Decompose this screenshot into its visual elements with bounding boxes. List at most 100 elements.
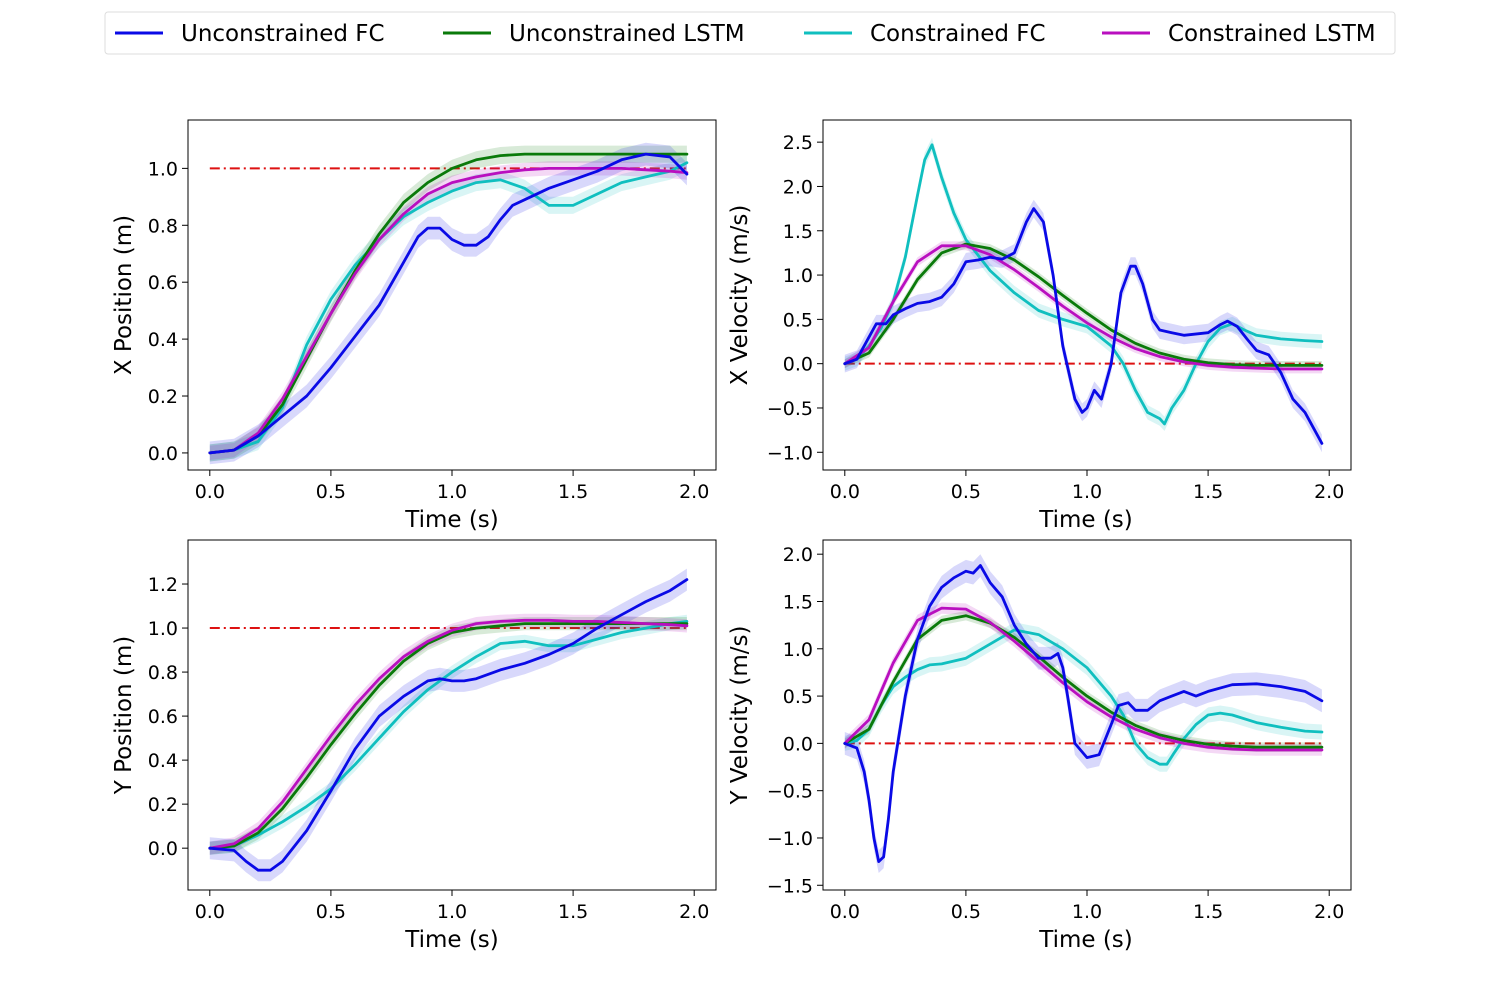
y-position-band-unconstrained-lstm (209, 617, 687, 855)
y-position-data-layer (208, 568, 689, 882)
x-velocity-ytick-label: 1.5 (783, 221, 813, 243)
y-position-line-unconstrained-fc (208, 578, 689, 872)
y-position-ytick-label: 1.0 (148, 618, 178, 640)
x-velocity-xlabel: Time (s) (1038, 507, 1133, 533)
y-position-axes-frame (187, 539, 717, 891)
x-position-xtick-label: 0.5 (316, 481, 346, 503)
legend-label-unconstrained-fc: Unconstrained FC (181, 21, 385, 47)
x-velocity-line-constrained-fc (843, 143, 1324, 426)
y-position-xtick-label: 1.5 (558, 901, 588, 923)
legend: Unconstrained FC Unconstrained LSTM Cons… (104, 11, 1396, 55)
x-velocity-xtick-label: 1.0 (1072, 481, 1102, 503)
x-position-band-unconstrained-lstm (209, 145, 687, 462)
x-velocity-xtick-label: 0.0 (830, 481, 860, 503)
subplot-y-position: 0.0 0.5 1.0 1.5 2.0 0.0 0.2 0.4 0.6 0.8 1.0 1.2 Tim… (111, 539, 717, 953)
y-velocity-ytick-label: 2.0 (783, 544, 813, 566)
x-position-ytick-label: 0.0 (148, 443, 178, 465)
subplot-x-position: 0.0 0.5 1.0 1.5 2.0 0.0 0.2 0.4 0.6 0.8 1.0 Time (… (111, 119, 717, 533)
y-position-ytick-label: 0.8 (148, 662, 178, 684)
y-position-line-constrained-lstm (208, 618, 689, 850)
x-position-ytick-label: 0.8 (148, 215, 178, 237)
y-velocity-ytick-label: 1.0 (783, 639, 813, 661)
y-position-band-constrained-fc (209, 614, 687, 855)
y-velocity-ytick-label: −0.5 (767, 781, 813, 803)
x-velocity-plot-area: 0.0 0.5 1.0 1.5 2.0 −1.0 −0.5 0.0 0.5 1.0 1.5 2.0 2.… (767, 119, 1352, 503)
y-position-xtick-label: 0.0 (195, 901, 225, 923)
subplot-y-velocity: 0.0 0.5 1.0 1.5 2.0 −1.5 −1.0 −0.5 0.0 0.5 1.0 1.5 2… (727, 539, 1352, 953)
x-position-xtick-label: 1.0 (437, 481, 467, 503)
y-position-xlabel: Time (s) (404, 927, 499, 953)
y-velocity-data-layer (843, 554, 1324, 873)
subplot-x-velocity: 0.0 0.5 1.0 1.5 2.0 −1.0 −0.5 0.0 0.5 1.0 1.5 2.0 2.… (727, 119, 1352, 533)
y-position-xtick-label: 2.0 (679, 901, 709, 923)
x-velocity-ytick-label: 0.5 (783, 309, 813, 331)
y-velocity-ytick-label: 0.0 (783, 733, 813, 755)
y-position-xtick-label: 1.0 (437, 901, 467, 923)
x-position-band-constrained-fc (209, 154, 687, 462)
y-velocity-xtick-label: 0.5 (951, 901, 981, 923)
x-position-line-unconstrained-lstm (208, 152, 689, 455)
y-velocity-xtick-label: 1.0 (1072, 901, 1102, 923)
y-position-ylabel: Y Position (m) (111, 636, 137, 796)
x-velocity-data-layer (843, 137, 1324, 453)
y-position-ytick-label: 1.2 (148, 574, 178, 596)
y-position-line-unconstrained-lstm (208, 622, 689, 850)
y-position-ytick-label: 0.0 (148, 838, 178, 860)
y-position-line-constrained-fc (208, 620, 689, 850)
y-position-ytick-label: 0.4 (148, 750, 178, 772)
y-position-band-constrained-lstm (209, 613, 687, 855)
y-velocity-ylabel: Y Velocity (m/s) (727, 626, 753, 806)
x-velocity-xtick-label: 2.0 (1314, 481, 1344, 503)
x-position-xtick-label: 2.0 (679, 481, 709, 503)
y-position-ytick-label: 0.6 (148, 706, 178, 728)
y-velocity-xtick-label: 2.0 (1314, 901, 1344, 923)
x-position-xlabel: Time (s) (404, 507, 499, 533)
x-velocity-band-constrained-fc (844, 137, 1322, 431)
y-velocity-plot-area: 0.0 0.5 1.0 1.5 2.0 −1.5 −1.0 −0.5 0.0 0.5 1.0 1.5 2… (767, 539, 1352, 923)
y-position-xtick-label: 0.5 (316, 901, 346, 923)
x-velocity-line-constrained-lstm (843, 244, 1324, 371)
x-position-line-unconstrained-fc (208, 152, 689, 455)
x-velocity-ytick-label: 2.0 (783, 176, 813, 198)
x-velocity-axes-frame (822, 119, 1352, 471)
x-velocity-ytick-label: −1.0 (767, 442, 813, 464)
legend-label-constrained-lstm: Constrained LSTM (1168, 21, 1376, 47)
x-velocity-xtick-label: 1.5 (1193, 481, 1223, 503)
x-position-xtick-label: 0.0 (195, 481, 225, 503)
x-position-ytick-label: 0.4 (148, 329, 178, 351)
x-velocity-line-unconstrained-fc (843, 207, 1324, 445)
y-velocity-xtick-label: 0.0 (830, 901, 860, 923)
legend-label-unconstrained-lstm: Unconstrained LSTM (509, 21, 745, 47)
x-velocity-ytick-label: 1.0 (783, 265, 813, 287)
legend-label-constrained-fc: Constrained FC (870, 21, 1046, 47)
y-velocity-line-constrained-fc (843, 628, 1324, 766)
x-position-band-constrained-lstm (209, 161, 687, 461)
y-velocity-xlabel: Time (s) (1038, 927, 1133, 953)
x-velocity-ytick-label: 2.5 (783, 132, 813, 154)
x-position-ylabel: X Position (m) (111, 215, 137, 375)
legend-frame (104, 11, 1396, 55)
x-position-line-constrained-fc (208, 161, 689, 455)
x-position-data-layer (208, 142, 689, 465)
x-position-xtick-label: 1.5 (558, 481, 588, 503)
y-velocity-line-unconstrained-fc (843, 564, 1324, 863)
y-velocity-line-unconstrained-lstm (843, 614, 1324, 749)
y-position-band-unconstrained-fc (209, 568, 687, 882)
x-position-ytick-label: 0.6 (148, 272, 178, 294)
x-velocity-ylabel: X Velocity (m/s) (727, 205, 753, 386)
x-velocity-ytick-label: −0.5 (767, 398, 813, 420)
y-position-ytick-label: 0.2 (148, 794, 178, 816)
x-position-ytick-label: 1.0 (148, 158, 178, 180)
x-position-ytick-label: 0.2 (148, 386, 178, 408)
x-position-plot-area: 0.0 0.5 1.0 1.5 2.0 0.0 0.2 0.4 0.6 0.8 1.0 (148, 119, 717, 503)
x-position-line-constrained-lstm (208, 166, 689, 455)
y-velocity-xtick-label: 1.5 (1193, 901, 1223, 923)
y-position-plot-area: 0.0 0.5 1.0 1.5 2.0 0.0 0.2 0.4 0.6 0.8 1.0 1.2 (148, 539, 717, 923)
y-velocity-ytick-label: 0.5 (783, 686, 813, 708)
x-velocity-ytick-label: 0.0 (783, 354, 813, 376)
x-velocity-xtick-label: 0.5 (951, 481, 981, 503)
y-velocity-ytick-label: −1.0 (767, 828, 813, 850)
x-velocity-line-unconstrained-lstm (843, 242, 1324, 367)
y-velocity-ytick-label: 1.5 (783, 591, 813, 613)
